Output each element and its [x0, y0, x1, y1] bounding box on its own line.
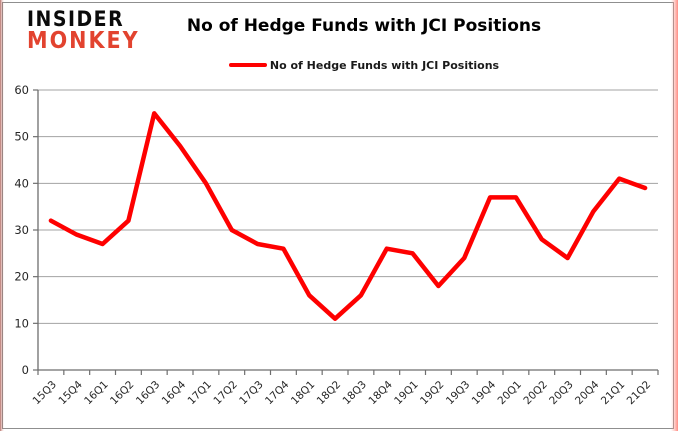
- chart-title: No of Hedge Funds with JCI Positions: [186, 16, 542, 36]
- chart-legend: No of Hedge Funds with JCI Positions: [110, 57, 618, 72]
- x-tick-label: 21Q2: [625, 379, 654, 408]
- y-tick-label: 50: [14, 130, 29, 144]
- insider-monkey-logo: INSIDER MONKEY: [27, 9, 140, 52]
- x-tick-label: 20Q2: [521, 379, 550, 408]
- logo-insider-text: INSIDER: [27, 7, 125, 31]
- logo-monkey-text: MONKEY: [27, 27, 140, 54]
- y-tick-label: 10: [14, 316, 29, 330]
- x-tick-label: 20Q4: [573, 378, 602, 407]
- x-tick-label: 16Q1: [82, 379, 111, 408]
- y-tick-label: 30: [14, 223, 29, 237]
- legend-label: No of Hedge Funds with JCI Positions: [269, 58, 500, 72]
- x-tick-label: 18Q3: [341, 379, 370, 408]
- x-tick-label: 16Q2: [108, 379, 137, 408]
- x-tick-label: 19Q4: [470, 378, 499, 407]
- x-tick-label: 20Q3: [547, 379, 576, 408]
- x-tick-label: 19Q3: [444, 379, 473, 408]
- x-tick-label: 17Q3: [237, 379, 266, 408]
- x-tick-label: 16Q3: [134, 379, 163, 408]
- y-tick-label: 0: [22, 363, 29, 377]
- x-tick-label: 17Q1: [186, 379, 215, 408]
- x-tick-label: 15Q3: [31, 379, 60, 408]
- x-tick-label: 18Q4: [366, 378, 395, 407]
- x-tick-label: 18Q2: [315, 379, 344, 408]
- left-edge-glow: [0, 0, 4, 431]
- y-tick-label: 60: [14, 83, 29, 97]
- x-tick-label: 19Q2: [418, 379, 447, 408]
- x-tick-label: 17Q2: [211, 379, 240, 408]
- right-edge-glow: [671, 0, 678, 431]
- series-line: [48, 111, 648, 321]
- y-tick-label: 20: [14, 270, 29, 284]
- x-tick-label: 16Q4: [160, 378, 189, 407]
- x-tick-label: 15Q4: [56, 378, 85, 407]
- x-tick-label: 19Q1: [392, 379, 421, 408]
- x-tick-label: 17Q4: [263, 378, 292, 407]
- x-tick-label: 21Q1: [599, 379, 628, 408]
- y-tick-label: 40: [14, 176, 29, 190]
- x-tick-label: 18Q1: [289, 379, 318, 408]
- x-tick-label: 20Q1: [496, 379, 525, 408]
- legend-line-swatch: [228, 63, 267, 67]
